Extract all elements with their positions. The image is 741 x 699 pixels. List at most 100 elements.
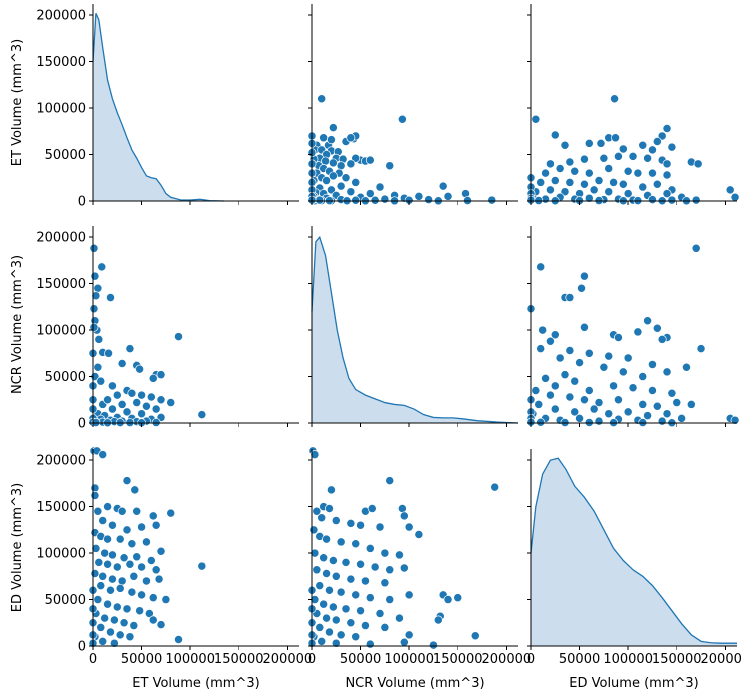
scatter-point <box>628 151 638 161</box>
scatter-point <box>331 638 341 648</box>
scatter-point <box>328 171 338 181</box>
scatter-point <box>375 522 385 532</box>
scatter-point <box>351 590 361 600</box>
scatter-point <box>609 177 619 187</box>
scatter-point <box>443 191 453 201</box>
y-tick-label: 100000 <box>36 324 86 339</box>
kde-curve-ncr <box>311 235 519 424</box>
scatter-point <box>414 191 424 201</box>
scatter-point <box>91 543 101 553</box>
scatter-point <box>648 145 657 155</box>
scatter-point <box>317 94 327 104</box>
y-tick-label: 100000 <box>36 102 86 117</box>
scatter-point <box>107 574 117 584</box>
scatter-point <box>686 399 696 409</box>
scatter-point <box>648 195 657 205</box>
scatter-point <box>560 187 570 197</box>
y-tick-label: 50000 <box>45 370 86 385</box>
y-tick-label: 200000 <box>36 231 86 246</box>
scatter-point <box>115 583 125 593</box>
scatter-point <box>470 631 480 641</box>
scatter-point <box>433 615 443 625</box>
scatter-point <box>609 381 619 391</box>
panel-axes-r0-c0: 0 50000 100000 150000 200000 <box>36 4 299 210</box>
scatter-point <box>90 271 100 281</box>
x-tick-label: 200000 <box>482 652 532 667</box>
scatter-point <box>638 372 648 381</box>
scatter-point <box>96 581 106 591</box>
scatter-point <box>399 563 409 573</box>
scatter-point <box>565 157 575 167</box>
scatter-point <box>424 195 434 205</box>
scatter-point <box>132 506 142 516</box>
scatter-point <box>594 416 604 426</box>
scatter-point <box>132 398 142 408</box>
scatter-point <box>380 622 390 632</box>
scatter-point <box>112 390 122 400</box>
scatter-point <box>103 502 113 512</box>
scatter-point <box>672 398 682 408</box>
kde-panel-ed <box>530 457 737 646</box>
scatter-point <box>151 404 161 414</box>
scatter-point <box>667 195 677 205</box>
scatter-point <box>312 565 322 575</box>
scatter-point <box>618 144 628 154</box>
scatter-point <box>146 392 156 402</box>
scatter-point <box>322 569 332 578</box>
scatter-point <box>351 177 361 187</box>
kde-panel-et <box>92 13 225 202</box>
scatter-point <box>360 576 370 586</box>
x-tick-label: 150000 <box>214 652 264 667</box>
scatter-point <box>638 418 648 427</box>
scatter-point <box>667 388 677 398</box>
scatter-point <box>346 618 356 628</box>
x-tick-label: 150000 <box>433 652 483 667</box>
scatter-point <box>623 407 633 417</box>
scatter-point <box>161 595 171 604</box>
scatter-point <box>414 530 424 539</box>
scatter-point <box>662 367 672 377</box>
scatter-point <box>197 561 207 571</box>
scatter-point <box>536 344 546 354</box>
scatter-point <box>648 168 657 178</box>
scatter-point <box>312 506 322 516</box>
scatter-point <box>693 159 703 169</box>
scatter-point <box>575 358 585 368</box>
scatter-point <box>119 618 129 628</box>
x-axis-label-ncr: NCR Volume (mm^3) <box>345 676 484 691</box>
scatter-point <box>365 639 375 649</box>
scatter-point <box>117 506 127 516</box>
scatter-point <box>638 399 648 409</box>
scatter-point <box>107 381 117 391</box>
scatter-point <box>148 615 158 625</box>
x-tick-label: 50000 <box>559 652 600 667</box>
scatter-point <box>112 602 122 612</box>
scatter-point <box>584 417 594 427</box>
scatter-point <box>135 606 145 616</box>
scatter-point <box>341 604 351 614</box>
scatter-point <box>365 543 375 553</box>
scatter-point <box>652 401 662 411</box>
scatter-point <box>682 362 691 372</box>
y-tick-label: 50000 <box>45 148 86 163</box>
panel-axes-r0-c2 <box>527 4 737 205</box>
scatter-point <box>166 398 176 408</box>
scatter-point <box>326 135 336 145</box>
scatter-point <box>356 606 366 616</box>
scatter-point <box>106 585 115 595</box>
x-tick-label: 0 <box>89 652 97 667</box>
scatter-point <box>315 581 325 591</box>
x-axis-label-et: ET Volume (mm^3) <box>132 676 259 691</box>
scatter-point <box>623 166 633 176</box>
scatter-point <box>555 353 565 363</box>
scatter-point <box>336 181 346 191</box>
scatter-point <box>545 185 555 195</box>
scatter-point <box>328 602 338 612</box>
scatter-point <box>579 322 589 332</box>
scatter-point <box>555 164 565 173</box>
scatter-point <box>156 546 166 556</box>
scatter-point <box>565 346 575 355</box>
scatter-point <box>490 482 500 492</box>
scatter-point <box>531 386 541 395</box>
